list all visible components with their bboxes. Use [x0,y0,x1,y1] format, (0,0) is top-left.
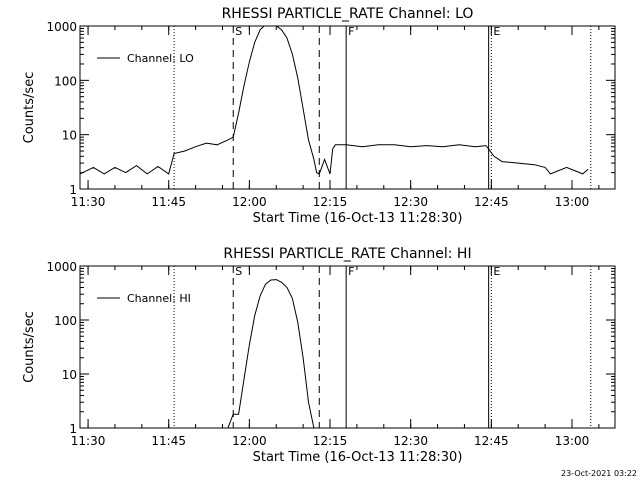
x-tick-label: 13:00 [555,195,590,209]
legend-entry: Channel: HI [127,292,191,305]
x-tick-label: 12:30 [393,434,428,448]
y-axis-label: Counts/sec [22,72,37,144]
x-tick-label: 11:45 [151,195,186,209]
y-tick-label: 10 [62,129,77,143]
x-tick-label: 12:15 [313,195,348,209]
event-marker-label: S [235,25,242,38]
y-tick-label: 100 [54,74,77,88]
x-tick-label: 11:45 [151,434,186,448]
event-marker-label: F [348,265,354,278]
x-tick-label: 11:30 [71,434,106,448]
x-tick-label: 12:15 [313,434,348,448]
event-marker-label: F [348,25,354,38]
y-tick-label: 10 [62,368,77,382]
y-tick-label: 1000 [46,260,77,274]
y-tick-label: 1 [69,422,77,436]
chart-title: RHESSI PARTICLE_RATE Channel: LO [222,6,474,22]
y-tick-label: 1000 [46,20,77,34]
x-axis-label: Start Time (16-Oct-13 11:28:30) [253,450,463,465]
plot-frame [79,25,616,190]
series-line [227,279,315,428]
footer-timestamp: 23-Oct-2021 03:22 [561,469,637,478]
chart-title: RHESSI PARTICLE_RATE Channel: HI [223,246,471,262]
y-tick-label: 100 [54,314,77,328]
legend-entry: Channel: LO [127,52,194,65]
y-axis-label: Counts/sec [22,311,37,383]
x-tick-label: 12:45 [474,195,509,209]
plot-frame [79,265,616,429]
x-tick-label: 13:00 [555,434,590,448]
y-tick-label: 1 [69,183,77,197]
x-tick-label: 12:00 [232,434,267,448]
event-marker-label: E [493,25,500,38]
x-tick-label: 11:30 [71,195,106,209]
event-marker-label: E [493,265,500,278]
series-line [80,26,589,175]
x-tick-label: 12:30 [393,195,428,209]
x-tick-label: 12:00 [232,195,267,209]
event-marker-label: S [235,265,242,278]
x-tick-label: 12:45 [474,434,509,448]
x-axis-label: Start Time (16-Oct-13 11:28:30) [253,211,463,226]
